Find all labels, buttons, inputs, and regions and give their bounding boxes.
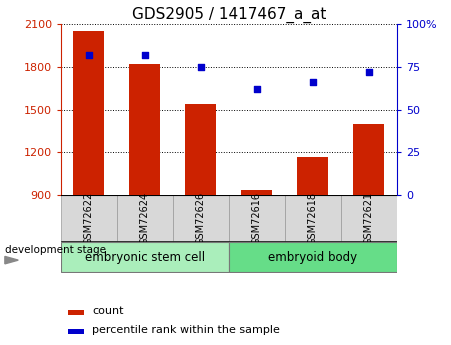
Text: development stage: development stage <box>5 245 106 255</box>
Text: embryonic stem cell: embryonic stem cell <box>85 250 205 264</box>
Point <box>253 86 261 92</box>
Point <box>85 52 92 58</box>
Bar <box>229 242 397 272</box>
Bar <box>61 242 229 272</box>
Point <box>141 52 148 58</box>
Bar <box>298 157 328 195</box>
Bar <box>117 195 173 241</box>
Text: GSM72621: GSM72621 <box>364 192 374 245</box>
Point <box>365 69 373 75</box>
Bar <box>129 64 160 195</box>
Bar <box>68 310 84 315</box>
Text: count: count <box>92 306 124 316</box>
Text: GSM72624: GSM72624 <box>140 192 150 245</box>
Bar <box>341 195 397 241</box>
Polygon shape <box>5 256 18 264</box>
Point <box>197 64 204 70</box>
Point <box>309 79 317 85</box>
Bar <box>354 124 384 195</box>
Bar <box>173 195 229 241</box>
Bar <box>68 329 84 334</box>
Text: GSM72622: GSM72622 <box>84 191 94 245</box>
Bar <box>185 104 216 195</box>
Bar <box>229 195 285 241</box>
Text: GSM72626: GSM72626 <box>196 192 206 245</box>
Bar <box>241 190 272 195</box>
Bar <box>285 195 341 241</box>
Title: GDS2905 / 1417467_a_at: GDS2905 / 1417467_a_at <box>132 7 326 23</box>
Bar <box>74 31 104 195</box>
Text: percentile rank within the sample: percentile rank within the sample <box>92 325 280 335</box>
Text: GSM72618: GSM72618 <box>308 192 318 245</box>
Bar <box>61 195 117 241</box>
Text: GSM72616: GSM72616 <box>252 192 262 245</box>
Text: embryoid body: embryoid body <box>268 250 358 264</box>
